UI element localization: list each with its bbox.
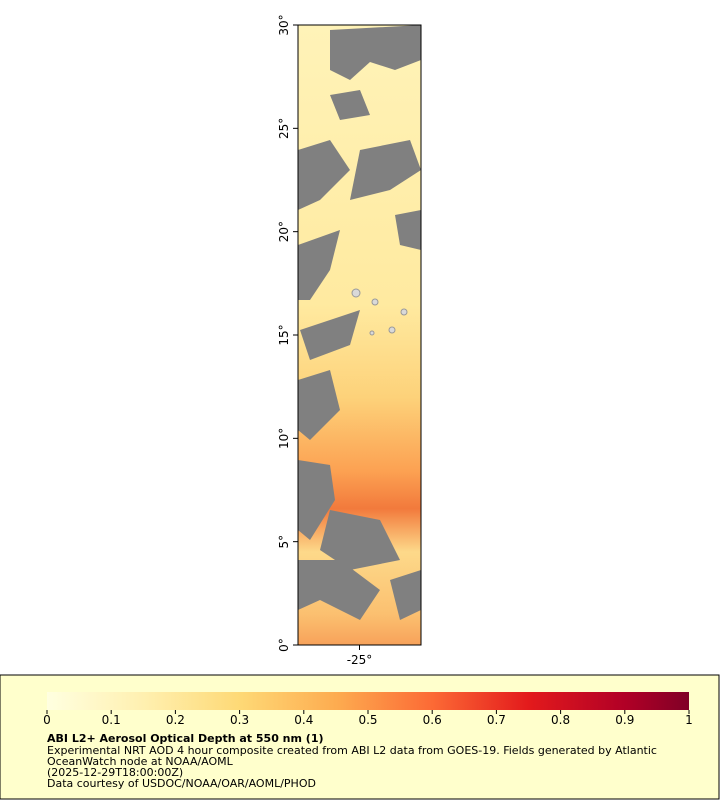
- y-tick-label: 5°: [277, 535, 291, 549]
- y-tick-label: 30°: [277, 14, 291, 35]
- legend-line: (2025-12-29T18:00:00Z): [47, 766, 183, 779]
- colorbar-tick-label: 0.7: [487, 713, 506, 727]
- colorbar-axis: 0 0.1 0.2 0.3 0.4 0.5 0.6 0.7 0.8 0.9 1: [43, 710, 693, 727]
- colorbar-tick-label: 0.4: [294, 713, 313, 727]
- colorbar-tick-label: 0.3: [230, 713, 249, 727]
- y-tick-label: 0°: [277, 638, 291, 652]
- colorbar-tick-label: 0.1: [102, 713, 121, 727]
- colorbar: [47, 692, 689, 710]
- legend-line: Data courtesy of USDOC/NOAA/OAR/AOML/PHO…: [47, 777, 316, 790]
- legend-title: ABI L2+ Aerosol Optical Depth at 550 nm …: [47, 732, 324, 745]
- colorbar-tick-label: 0: [43, 713, 51, 727]
- y-tick-label: 10°: [277, 428, 291, 449]
- colorbar-tick-label: 0.2: [166, 713, 185, 727]
- colorbar-tick-label: 0.6: [423, 713, 442, 727]
- colorbar-tick-label: 0.5: [358, 713, 377, 727]
- y-tick-label: 25°: [277, 118, 291, 139]
- y-tick-label: 15°: [277, 324, 291, 345]
- colorbar-tick-label: 0.8: [551, 713, 570, 727]
- colorbar-tick-label: 1: [685, 713, 693, 727]
- y-tick-label: 20°: [277, 221, 291, 242]
- legend-line: Experimental NRT AOD 4 hour composite cr…: [47, 744, 657, 757]
- x-tick-label: -25°: [347, 653, 373, 667]
- colorbar-tick-label: 0.9: [615, 713, 634, 727]
- map-field: [297, 24, 422, 646]
- axes: 0° 5° 10° 15° 20° 25° 30° -25°: [277, 14, 372, 667]
- legend-line: OceanWatch node at NOAA/AOML: [47, 755, 234, 768]
